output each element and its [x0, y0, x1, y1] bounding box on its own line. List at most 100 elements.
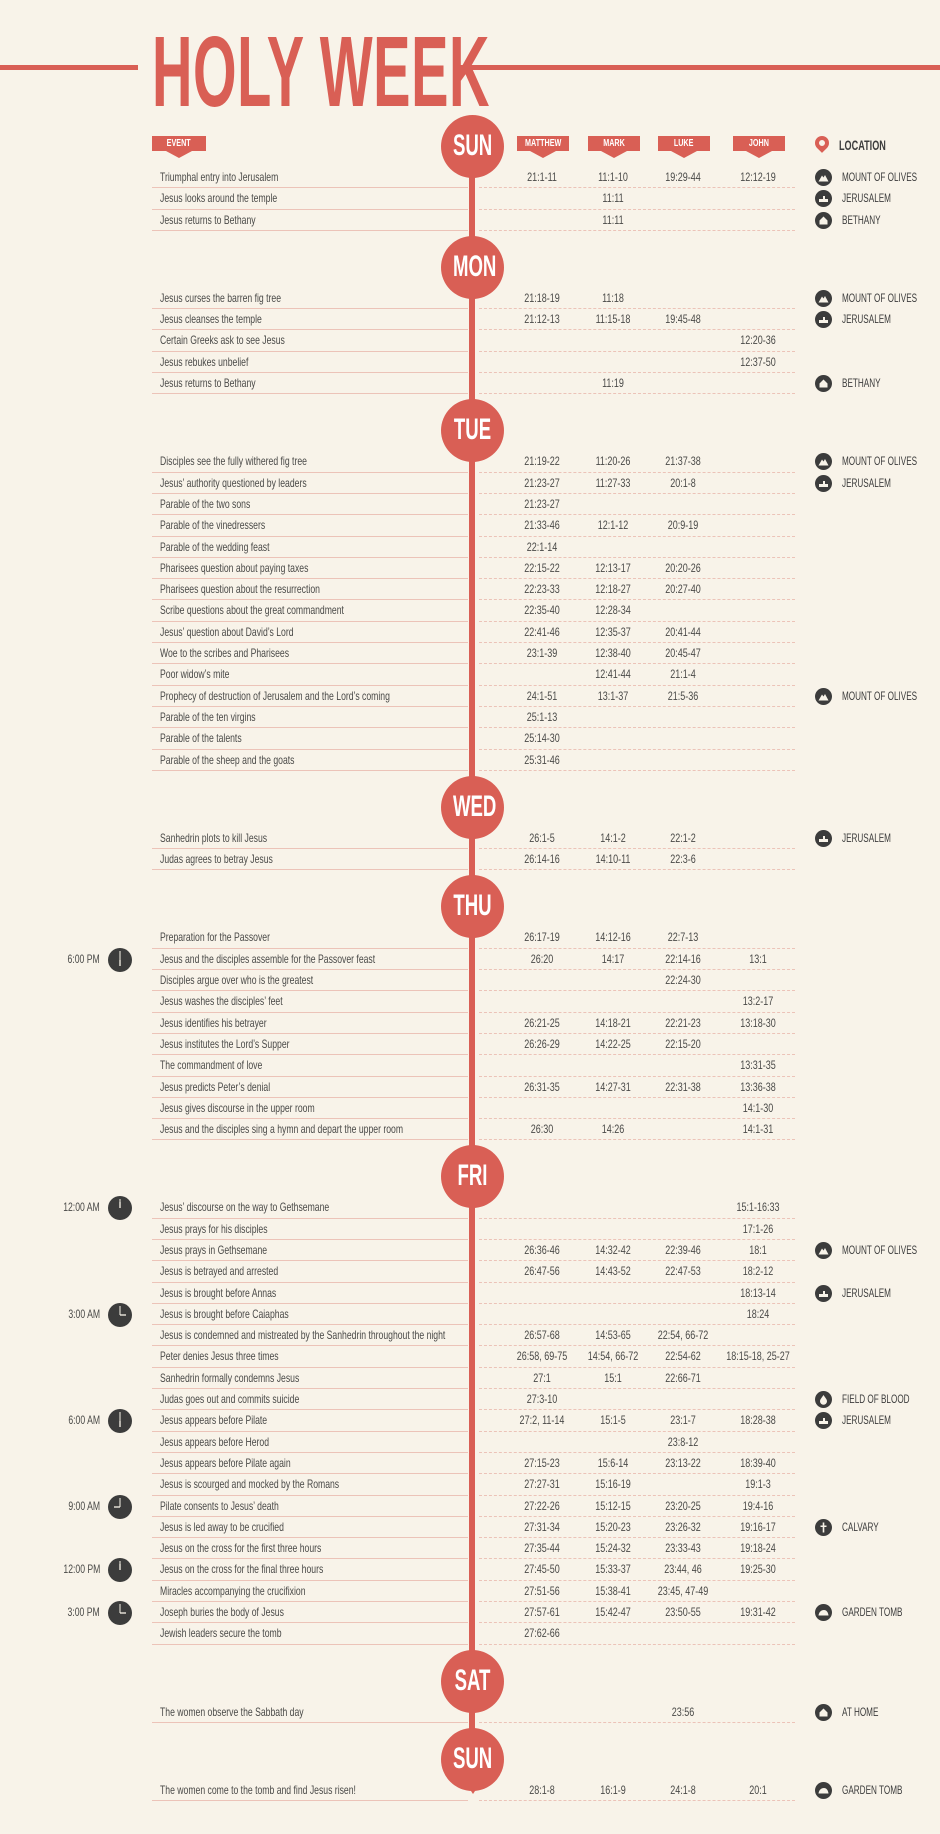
row-divider-dashed: [479, 350, 795, 352]
row-divider: [152, 329, 468, 331]
verse-mk: 11:1-10: [598, 170, 628, 184]
row-divider-dashed: [479, 1054, 795, 1056]
table-row: 3:00 AM Jesus is brought before Caiaphas 1…: [0, 1302, 940, 1327]
event-name: Jesus is led away to be crucified: [160, 1519, 284, 1534]
verse-lk: 23:1-7: [670, 1413, 696, 1428]
row-divider: [152, 1601, 468, 1603]
verse-mt: 26:57-68: [524, 1328, 560, 1343]
table-row: Jesus washes the disciples’ feet 13:2-17: [0, 991, 940, 1013]
event-name: Judas agrees to betray Jesus: [160, 852, 273, 867]
time-label: 3:00 PM: [67, 1605, 100, 1620]
row-divider-dashed: [479, 1032, 795, 1034]
verse-mt: 26:31-35: [524, 1079, 560, 1094]
row-divider-dashed: [479, 1366, 795, 1368]
event-name: Jewish leaders secure the tomb: [160, 1626, 282, 1641]
row-divider: [152, 578, 468, 580]
verse-mt: 23:1-39: [526, 646, 558, 661]
table-row: 12:00 PM Jesus on the cross for the final…: [0, 1558, 940, 1583]
table-row: Jesus returns to Bethany 11:11 BETHANY: [0, 210, 940, 231]
row-divider: [152, 1721, 468, 1723]
house-icon: [815, 1703, 832, 1721]
city-icon: [815, 190, 832, 208]
verse-lk: 23:45, 47-49: [657, 1583, 709, 1598]
verse-lk: 24:1-8: [670, 1782, 696, 1797]
row-divider: [152, 471, 468, 473]
verse-mt: 28:1-8: [529, 1782, 555, 1797]
verse-jn: 18:2-12: [742, 1264, 774, 1279]
row-divider-dashed: [479, 1430, 795, 1432]
row-divider: [152, 514, 468, 516]
verse-mk: 11:27-33: [595, 475, 631, 490]
house-icon: [815, 375, 832, 393]
table-row: Woe to the scribes and Pharisees 23:1-39 1…: [0, 643, 940, 665]
row-divider: [152, 1281, 468, 1283]
verse-lk: 22:3-6: [670, 852, 696, 867]
table-row: Jesus is betrayed and arrested 26:47-56 14…: [0, 1261, 940, 1283]
verse-lk: 23:33-43: [665, 1541, 701, 1556]
day-label: FRI: [457, 1159, 488, 1193]
event-name: Disciples see the fully withered fig tre…: [160, 454, 307, 469]
row-divider: [152, 1451, 468, 1453]
row-divider: [152, 372, 468, 374]
verse-mk: 12:1-12: [597, 518, 629, 533]
verse-mt: 21:19-22: [524, 454, 560, 469]
table-row: Jesus rebukes unbelief 12:37-50: [0, 352, 940, 374]
column-header-matthew-label: MATTHEW: [524, 138, 562, 149]
verse-jn: 18:15-18, 25-27: [726, 1349, 790, 1364]
verse-lk: 23:26-32: [665, 1519, 701, 1534]
column-header-matthew: MATTHEW: [517, 136, 569, 158]
table-row: Jesus is condemned and mistreated by the…: [0, 1325, 940, 1347]
verse-mk: 15:1: [604, 1370, 622, 1385]
page-title: HOLY WEEK: [152, 16, 491, 128]
table-row: Jesus identifies his betrayer 26:21-25 14:…: [0, 1013, 940, 1034]
day-marker-fri: FRI: [441, 1145, 504, 1212]
table-row: Parable of the ten virgins 25:1-13: [0, 707, 940, 729]
verse-mk: 15:1-5: [600, 1413, 626, 1428]
verse-lk: 23:44, 46: [664, 1562, 702, 1577]
table-row: Parable of the wedding feast 22:1-14: [0, 537, 940, 558]
verse-mt: 21:18-19: [524, 290, 560, 305]
row-divider: [152, 1494, 468, 1496]
verse-mk: 14:27-31: [595, 1079, 631, 1094]
location-label: GARDEN TOMB: [842, 1782, 903, 1797]
week-table: SUN EVENT MATTHEW MARK LUKE JOHN LOCATION Trium…: [0, 110, 940, 1802]
row-divider-dashed: [479, 1075, 795, 1077]
event-name: Jesus returns to Bethany: [160, 212, 256, 227]
row-divider-dashed: [479, 1217, 795, 1219]
row-divider-dashed: [479, 727, 795, 729]
verse-mk: 14:18-21: [595, 1015, 631, 1030]
verse-lk: 22:7-13: [667, 930, 699, 945]
day-header: FRI: [0, 1140, 940, 1212]
verse-jn: 18:28-38: [740, 1413, 776, 1428]
event-name: Parable of the sheep and the goats: [160, 752, 295, 767]
row-divider: [152, 663, 468, 665]
verse-mt: 26:17-19: [524, 930, 560, 945]
event-name: Judas goes out and commits suicide: [160, 1392, 300, 1407]
location-label: JERUSALEM: [842, 1413, 891, 1428]
verse-mk: 15:6-14: [597, 1455, 629, 1470]
row-divider-dashed: [479, 393, 795, 395]
table-row: Jesus looks around the temple 11:11 JERUSA…: [0, 188, 940, 210]
row-divider: [152, 599, 468, 601]
verse-mk: 15:38-41: [595, 1583, 631, 1598]
verse-mk: 11:20-26: [595, 454, 631, 469]
table-row: Jesus returns to Bethany 11:19 BETHANY: [0, 373, 940, 395]
row-divider-dashed: [479, 1515, 795, 1517]
verse-mt: 26:1-5: [529, 830, 555, 845]
row-divider-dashed: [479, 1118, 795, 1120]
day-marker-sat: SAT: [441, 1649, 504, 1716]
verse-lk: 22:14-16: [665, 951, 701, 966]
table-row: Miracles accompanying the crucifixion 27:…: [0, 1581, 940, 1603]
event-name: Scribe questions about the great command…: [160, 603, 344, 618]
event-name: Jesus appears before Pilate: [160, 1413, 268, 1428]
time-label: 3:00 AM: [68, 1306, 100, 1321]
row-divider-dashed: [479, 663, 795, 665]
row-divider-dashed: [479, 1643, 795, 1645]
verse-jn: 19:31-42: [740, 1605, 776, 1620]
row-divider-dashed: [479, 642, 795, 644]
row-divider-dashed: [479, 990, 795, 992]
event-name: Jesus and the disciples sing a hymn and …: [160, 1122, 404, 1137]
event-name: Jesus appears before Pilate again: [160, 1455, 291, 1470]
verse-mt: 21:23-27: [524, 496, 560, 511]
row-divider-dashed: [479, 684, 795, 686]
